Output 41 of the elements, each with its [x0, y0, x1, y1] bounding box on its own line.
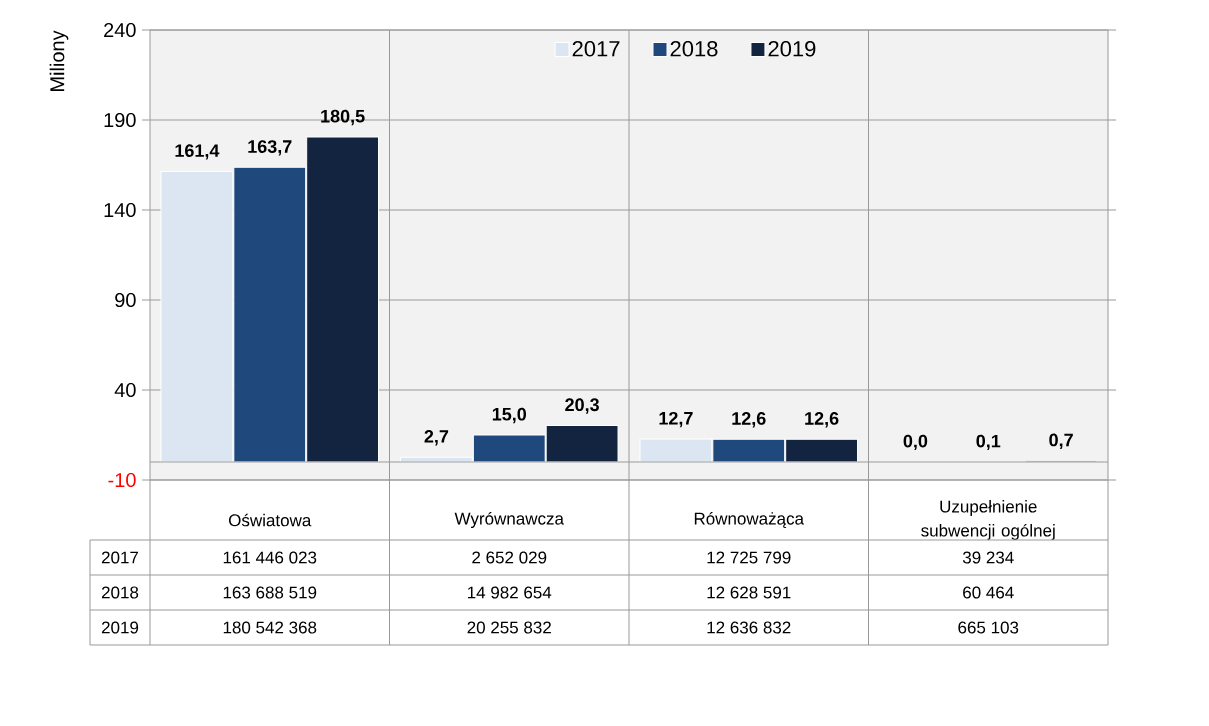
y-tick-label: 140 [104, 202, 136, 218]
text: 12 725 799 [707, 551, 791, 564]
data-label: 12,7 [659, 411, 693, 428]
y-tick-label: -10 [108, 472, 136, 488]
text: 2018 [101, 586, 139, 599]
data-label: 161,4 [175, 144, 220, 160]
text: 2017 [101, 551, 139, 564]
text: 665 103 [958, 621, 1019, 634]
text: 161 446 023 [223, 551, 317, 564]
text: 12 636 832 [707, 621, 791, 634]
y-axis-title: Miliony [49, 30, 69, 91]
y-tick-label: 90 [115, 292, 136, 308]
data-label: 0,0 [903, 434, 928, 451]
data-label: 0,7 [1049, 433, 1073, 449]
x-tick-label: Oświatowa [228, 513, 312, 527]
y-tick-label: 240 [104, 22, 136, 38]
text: 2 652 029 [472, 551, 547, 564]
legend-label: 2017 [572, 40, 620, 57]
text: 180 542 368 [223, 621, 317, 634]
legend-label: 2018 [670, 40, 718, 57]
data-label: 0,1 [976, 434, 1001, 451]
data-label: 12,6 [805, 412, 839, 428]
data-label: 180,5 [321, 109, 365, 126]
text: 12 628 591 [707, 586, 791, 599]
text: 14 982 654 [468, 586, 552, 599]
data-label: 2,7 [424, 430, 449, 446]
text: 20 255 832 [467, 621, 551, 634]
data-label: 15,0 [492, 407, 527, 424]
x-tick-label: Uzupełnienie subwencji ogólnej [921, 500, 1055, 540]
text: 39 234 [962, 551, 1014, 564]
y-tick-label: 40 [114, 382, 136, 398]
x-tick-label: Wyrównawcza [454, 511, 564, 529]
text: 60 464 [963, 586, 1014, 599]
text: 163 688 519 [223, 586, 317, 599]
y-tick-label: 190 [104, 112, 136, 128]
x-tick-label: Równoważąca [694, 511, 805, 529]
text: 2019 [101, 621, 139, 634]
data-label: 12,6 [732, 412, 766, 428]
data-label: 163,7 [248, 140, 292, 156]
legend-label: 2019 [768, 40, 816, 57]
data-label: 20,3 [565, 398, 599, 414]
